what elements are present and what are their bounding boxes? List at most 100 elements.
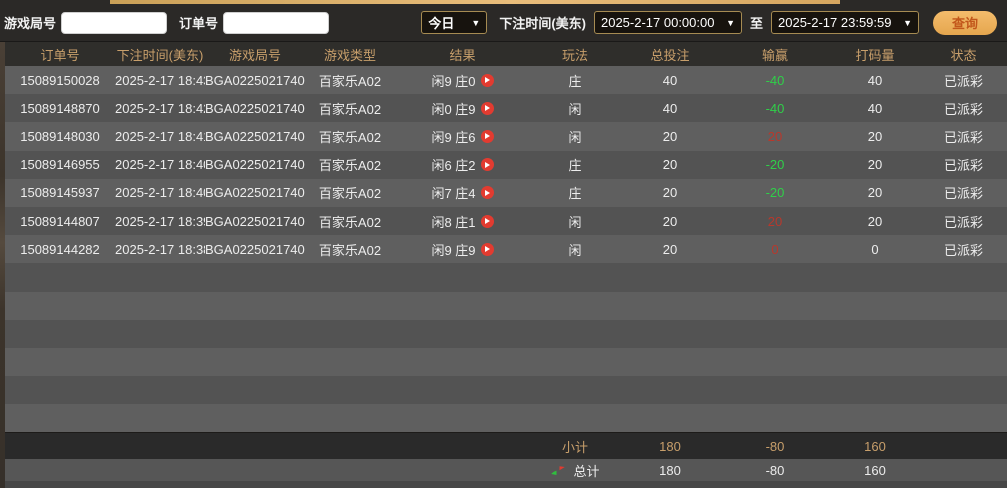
turnover-cell: 20 <box>867 213 883 229</box>
result-cell: 闲0 庄9 <box>395 99 530 118</box>
game-cell: 百家乐A02 <box>318 186 382 202</box>
turnover-cell: 20 <box>867 128 883 144</box>
vertical-scrollbar[interactable] <box>0 42 5 488</box>
result-text: 闲8 庄1 <box>431 214 476 230</box>
col-header-bet: 总投注 <box>650 47 690 63</box>
winloss-cell: 20 <box>767 213 783 229</box>
result-cell: 闲9 庄9 <box>395 240 530 259</box>
col-header-result: 结果 <box>449 47 476 63</box>
play-result-icon[interactable] <box>480 129 494 143</box>
subtotal-winloss: -80 <box>765 438 785 454</box>
turnover-cell: 40 <box>867 72 883 88</box>
col-header-round: 游戏局号 <box>228 47 281 63</box>
col-header-winloss: 输赢 <box>761 47 788 63</box>
time-cell: 2025-2-17 18:40 <box>115 157 205 173</box>
search-button[interactable]: 查询 <box>933 10 997 35</box>
bet-cell: 20 <box>662 213 678 229</box>
winloss-cell: 20 <box>767 128 783 144</box>
play-cell: 庄 <box>568 73 582 89</box>
turnover-cell: 20 <box>867 157 883 173</box>
result-text: 闲9 庄9 <box>431 242 476 258</box>
col-header-status: 状态 <box>950 47 977 63</box>
total-bet: 180 <box>659 462 681 478</box>
date-range-dropdown[interactable]: 今日 ▼ <box>421 11 488 34</box>
total-label: 总计 <box>573 463 600 479</box>
game-cell: 百家乐A02 <box>318 101 382 117</box>
subtotal-bet: 180 <box>659 438 681 454</box>
table-row: 15089148030 2025-2-17 18:41 BGA02250217406… <box>5 122 1007 151</box>
refresh-swap-icon[interactable] <box>550 464 566 477</box>
winloss-cell: -20 <box>765 157 785 173</box>
subtotal-row: 小计 180 -80 160 <box>5 433 1007 459</box>
order-cell: 15089144282 <box>20 241 100 257</box>
game-cell: 百家乐A02 <box>318 129 382 145</box>
bet-cell: 20 <box>662 157 678 173</box>
bottom-strip <box>0 481 1007 488</box>
time-cell: 2025-2-17 18:38 <box>115 241 205 257</box>
result-text: 闲6 庄2 <box>431 158 476 174</box>
time-cell: 2025-2-17 18:39 <box>115 213 205 229</box>
play-result-icon[interactable] <box>480 242 494 256</box>
time-cell: 2025-2-17 18:40 <box>115 185 205 201</box>
order-cell: 15089150028 <box>20 72 100 88</box>
result-text: 闲0 庄9 <box>431 101 476 117</box>
round-cell: BGA02250217403 <box>205 213 305 229</box>
play-result-icon[interactable] <box>480 186 494 200</box>
table-row: 15089146955 2025-2-17 18:40 BGA02250217405… <box>5 150 1007 179</box>
empty-table-row <box>5 404 1007 433</box>
empty-table-row <box>5 263 1007 292</box>
total-winloss: -80 <box>765 462 785 478</box>
game-cell: 百家乐A02 <box>318 73 382 89</box>
play-result-icon[interactable] <box>480 73 494 87</box>
result-text: 闲7 庄4 <box>431 186 476 202</box>
active-tab-underline <box>110 0 840 4</box>
time-cell: 2025-2-17 18:43 <box>115 72 205 88</box>
date-from-dropdown[interactable]: 2025-2-17 00:00:00 ▼ <box>593 11 742 34</box>
play-result-icon[interactable] <box>480 158 494 172</box>
bet-cell: 20 <box>662 185 678 201</box>
order-no-input[interactable] <box>223 11 330 34</box>
status-cell: 已派彩 <box>943 101 983 117</box>
chevron-down-icon: ▼ <box>726 17 735 28</box>
order-cell: 15089148030 <box>20 128 100 144</box>
result-cell: 闲9 庄0 <box>395 71 530 90</box>
subtotal-label: 小计 <box>561 439 588 455</box>
order-cell: 15089144807 <box>20 213 100 229</box>
play-result-icon[interactable] <box>480 214 494 228</box>
filter-bar: 游戏局号 订单号 今日 ▼ 下注时间(美东) 2025-2-17 00:00:0… <box>0 0 1007 42</box>
status-cell: 已派彩 <box>943 129 983 145</box>
chevron-down-icon: ▼ <box>471 17 481 28</box>
turnover-cell: 20 <box>867 185 883 201</box>
empty-table-row <box>5 376 1007 405</box>
status-cell: 已派彩 <box>943 158 983 174</box>
date-to-dropdown[interactable]: 2025-2-17 23:59:59 ▼ <box>771 11 919 34</box>
play-result-icon[interactable] <box>480 101 494 115</box>
bet-cell: 40 <box>662 100 678 116</box>
result-cell: 闲6 庄2 <box>395 155 530 174</box>
bet-cell: 20 <box>662 241 678 257</box>
round-cell: BGA02250217407 <box>205 100 305 116</box>
table-row: 15089145937 2025-2-17 18:40 BGA02250217404… <box>5 178 1007 207</box>
play-cell: 闲 <box>568 214 582 230</box>
game-round-input[interactable] <box>61 11 168 34</box>
empty-table-row <box>5 347 1007 377</box>
time-cell: 2025-2-17 18:41 <box>115 128 205 144</box>
table-row: 15089150028 2025-2-17 18:43 BGA02250217408… <box>5 66 1007 95</box>
winloss-cell: -40 <box>765 100 785 116</box>
play-cell: 庄 <box>568 158 582 174</box>
round-cell: BGA02250217405 <box>205 157 305 173</box>
game-cell: 百家乐A02 <box>318 158 382 174</box>
date-from-value: 2025-2-17 00:00:00 <box>600 15 715 30</box>
turnover-cell: 40 <box>867 100 883 116</box>
result-cell: 闲8 庄1 <box>395 212 530 231</box>
turnover-cell: 0 <box>871 241 879 257</box>
chevron-down-icon: ▼ <box>903 17 912 28</box>
game-cell: 百家乐A02 <box>318 242 382 258</box>
table-header: 订单号 下注时间(美东) 游戏局号 游戏类型 结果 玩法 总投注 输赢 打码量 … <box>5 42 1007 66</box>
result-cell: 闲7 庄4 <box>395 183 530 202</box>
time-cell: 2025-2-17 18:42 <box>115 100 205 116</box>
col-header-game: 游戏类型 <box>323 47 376 63</box>
bet-time-label: 下注时间(美东) <box>499 16 586 31</box>
play-cell: 庄 <box>568 186 582 202</box>
